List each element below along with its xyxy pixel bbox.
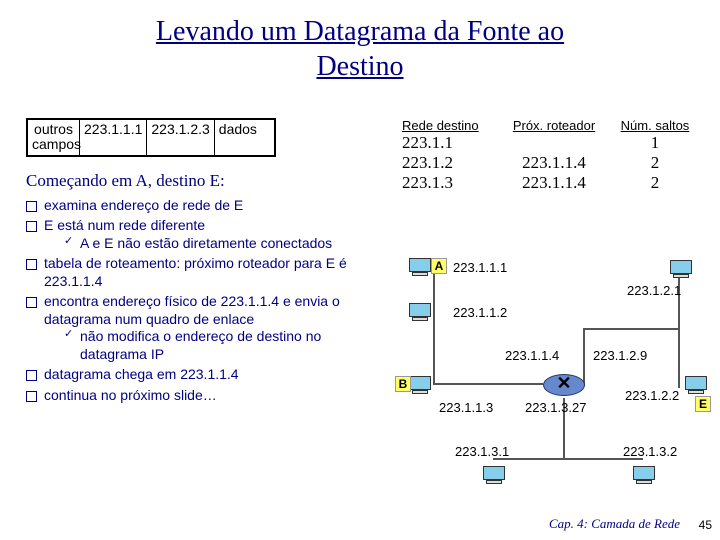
sub-heading: Começando em A, destino E: bbox=[26, 171, 386, 191]
host-icon bbox=[685, 376, 707, 396]
host-icon bbox=[633, 466, 655, 486]
host-icon bbox=[409, 376, 431, 396]
packet-dst: 223.1.2.3 bbox=[147, 120, 214, 155]
net-link bbox=[583, 328, 585, 386]
bullet-item: encontra endereço físico de 223.1.1.4 e … bbox=[26, 293, 386, 363]
bullet-item: examina endereço de rede de E bbox=[26, 197, 386, 215]
host-label-b: B bbox=[395, 376, 411, 392]
bullet-item: datagrama chega em 223.1.1.4 bbox=[26, 366, 386, 384]
rt-col-next: Próx. roteador bbox=[498, 118, 610, 133]
net-link bbox=[433, 268, 435, 383]
host-icon bbox=[483, 466, 505, 486]
packet-misc: outros campos bbox=[28, 120, 80, 155]
bullet-list: examina endereço de rede de E E está num… bbox=[26, 197, 386, 405]
ip-label: 223.1.2.9 bbox=[593, 348, 647, 363]
ip-label: 223.1.2.2 bbox=[625, 388, 679, 403]
packet-data: dados bbox=[215, 120, 261, 155]
title-line-1: Levando um Datagrama da Fonte ao bbox=[156, 16, 564, 47]
bullet-item: continua no próximo slide… bbox=[26, 387, 386, 405]
ip-label: 223.1.1.4 bbox=[505, 348, 559, 363]
sub-bullet-item: A e E não estão diretamente conectados bbox=[64, 235, 386, 253]
rt-row: 223.1.2 223.1.1.4 2 bbox=[398, 153, 700, 173]
packet-src: 223.1.1.1 bbox=[80, 120, 147, 155]
network-diagram: ✕ A 223.1.1.1 223.1.1.2 B 223.1.1.3 223.… bbox=[395, 248, 715, 528]
ip-label: 223.1.1.2 bbox=[453, 305, 507, 320]
ip-label: 223.1.3.1 bbox=[455, 444, 509, 459]
host-icon bbox=[409, 303, 431, 323]
host-icon bbox=[670, 260, 692, 280]
left-column: outros campos 223.1.1.1 223.1.2.3 dados … bbox=[26, 118, 386, 407]
ip-label: 223.1.1.1 bbox=[453, 260, 507, 275]
ip-label: 223.1.2.1 bbox=[627, 283, 681, 298]
ip-label: 223.1.3.2 bbox=[623, 444, 677, 459]
host-icon bbox=[409, 258, 431, 278]
rt-col-hops: Núm. saltos bbox=[610, 118, 700, 133]
net-link bbox=[433, 383, 543, 385]
bullet-item: tabela de roteamento: próximo roteador p… bbox=[26, 255, 386, 290]
footer-caption: Cap. 4: Camada de Rede bbox=[549, 516, 680, 532]
page-number: 45 bbox=[699, 518, 712, 532]
ip-label: 223.1.1.3 bbox=[439, 400, 493, 415]
net-link bbox=[583, 328, 678, 330]
rt-row: 223.1.1 1 bbox=[398, 133, 700, 153]
datagram-packet: outros campos 223.1.1.1 223.1.2.3 dados bbox=[26, 118, 276, 157]
router-icon: ✕ bbox=[543, 374, 585, 396]
routing-table-header: Rede destino Próx. roteador Núm. saltos bbox=[398, 118, 700, 133]
title-line-2: Destino bbox=[316, 51, 403, 82]
host-label-a: A bbox=[431, 258, 447, 274]
router-x-glyph: ✕ bbox=[556, 373, 571, 394]
bullet-item: E está num rede diferente A e E não estã… bbox=[26, 217, 386, 252]
ip-label: 223.1.3.27 bbox=[525, 400, 586, 415]
host-label-e: E bbox=[695, 396, 711, 412]
net-link bbox=[493, 458, 643, 460]
sub-bullet-item: não modifica o endereço de destino no da… bbox=[64, 328, 386, 363]
page-title: Levando um Datagrama da Fonte ao Destino bbox=[0, 0, 720, 84]
rt-row: 223.1.3 223.1.1.4 2 bbox=[398, 173, 700, 193]
rt-col-dest: Rede destino bbox=[398, 118, 498, 133]
routing-table: Rede destino Próx. roteador Núm. saltos … bbox=[398, 118, 700, 193]
